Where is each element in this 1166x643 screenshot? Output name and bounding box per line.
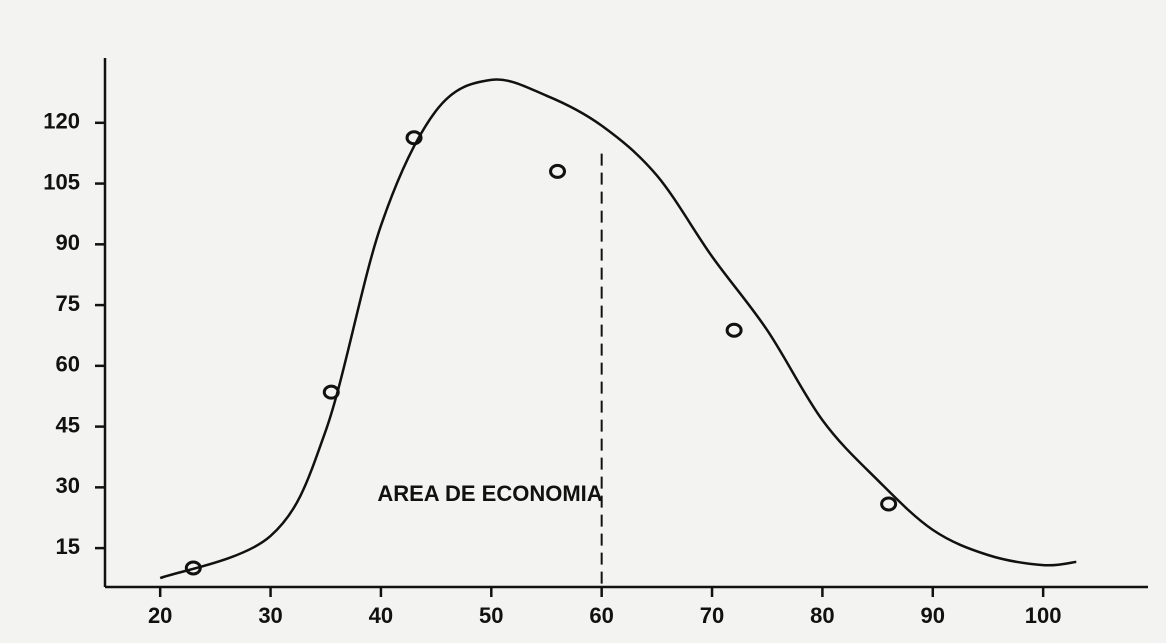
annotation: AREA DE ECONOMIA <box>377 481 602 506</box>
y-tick-label: 120 <box>43 109 80 134</box>
data-point <box>880 496 898 512</box>
y-tick-label: 15 <box>56 534 80 559</box>
y-tick-label: 105 <box>43 169 80 194</box>
y-tick-label: 60 <box>56 352 80 377</box>
x-tick-label: 90 <box>921 603 945 628</box>
data-point <box>725 322 743 338</box>
x-tick-label: 20 <box>148 603 172 628</box>
y-tick-label: 75 <box>56 291 80 316</box>
y-tick-label: 30 <box>56 473 80 498</box>
y-tick-label: 90 <box>56 230 80 255</box>
y-tick-label: 45 <box>56 412 80 437</box>
data-point <box>322 384 340 400</box>
x-tick-label: 40 <box>369 603 393 628</box>
x-tick-label: 60 <box>589 603 613 628</box>
x-tick-label: 80 <box>810 603 834 628</box>
x-tick-label: 70 <box>700 603 724 628</box>
data-point <box>405 130 423 146</box>
x-tick-label: 100 <box>1025 603 1062 628</box>
data-point <box>549 163 567 179</box>
x-tick-label: 50 <box>479 603 503 628</box>
x-tick-label: 30 <box>258 603 282 628</box>
data-point <box>184 560 202 576</box>
